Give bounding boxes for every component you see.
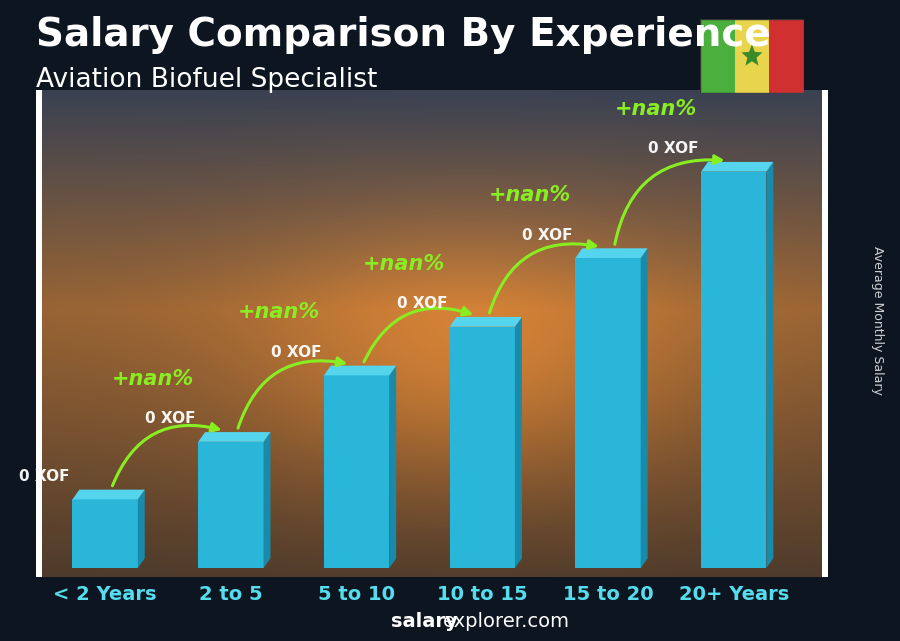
Polygon shape — [198, 442, 264, 568]
Polygon shape — [641, 248, 648, 568]
Text: Salary Comparison By Experience: Salary Comparison By Experience — [36, 16, 770, 54]
Polygon shape — [73, 490, 145, 499]
Polygon shape — [575, 248, 648, 258]
Text: 0 XOF: 0 XOF — [397, 296, 447, 311]
Polygon shape — [575, 258, 641, 568]
Text: 0 XOF: 0 XOF — [145, 412, 195, 426]
Text: 0 XOF: 0 XOF — [271, 345, 321, 360]
Text: +nan%: +nan% — [364, 254, 446, 274]
Polygon shape — [767, 162, 773, 568]
Text: 0 XOF: 0 XOF — [522, 228, 572, 242]
Text: Aviation Biofuel Specialist: Aviation Biofuel Specialist — [36, 67, 377, 94]
Polygon shape — [264, 432, 271, 568]
Polygon shape — [450, 317, 522, 327]
Polygon shape — [701, 162, 773, 172]
Text: 0 XOF: 0 XOF — [20, 469, 70, 484]
Polygon shape — [701, 172, 767, 568]
Bar — [700, 19, 734, 93]
Text: explorer.com: explorer.com — [443, 612, 570, 631]
Polygon shape — [390, 365, 396, 568]
Text: Average Monthly Salary: Average Monthly Salary — [871, 246, 884, 395]
Polygon shape — [515, 317, 522, 568]
Polygon shape — [742, 44, 762, 65]
Polygon shape — [73, 499, 138, 568]
Text: salary: salary — [392, 612, 458, 631]
Bar — [770, 19, 804, 93]
Text: +nan%: +nan% — [238, 303, 320, 322]
Text: +nan%: +nan% — [112, 369, 194, 388]
Polygon shape — [138, 490, 145, 568]
Polygon shape — [324, 376, 390, 568]
Polygon shape — [324, 365, 396, 376]
Text: +nan%: +nan% — [489, 185, 572, 205]
Text: 0 XOF: 0 XOF — [648, 141, 698, 156]
Polygon shape — [198, 432, 271, 442]
Polygon shape — [450, 327, 515, 568]
Bar — [734, 19, 770, 93]
Text: +nan%: +nan% — [615, 99, 697, 119]
